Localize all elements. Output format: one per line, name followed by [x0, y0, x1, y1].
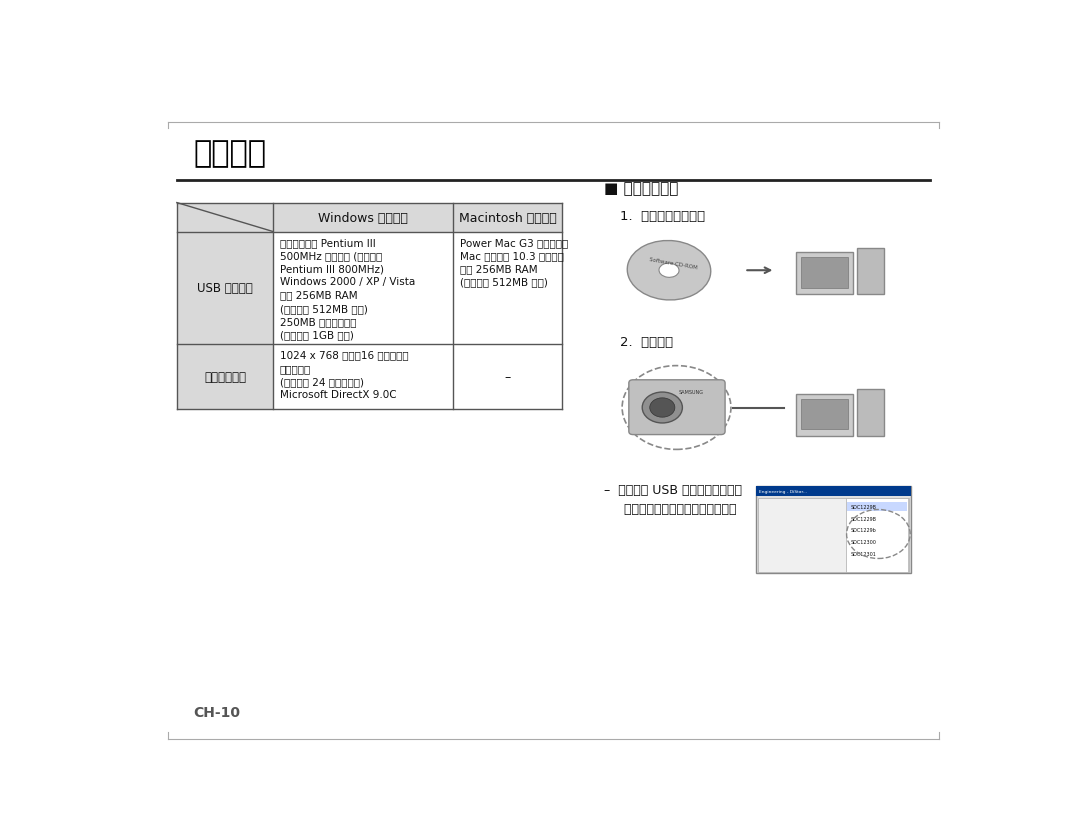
- Text: Software CD-ROM: Software CD-ROM: [649, 257, 698, 270]
- Text: SDC1229B: SDC1229B: [851, 505, 877, 510]
- Bar: [847, 538, 907, 547]
- Bar: [801, 258, 848, 288]
- Bar: [858, 390, 885, 436]
- Bar: [177, 232, 273, 345]
- Text: 下載影像: 下載影像: [193, 139, 267, 168]
- Bar: [858, 248, 885, 295]
- Bar: [796, 252, 853, 295]
- Text: 1.  安裝隨附的軟體。: 1. 安裝隨附的軟體。: [620, 210, 705, 222]
- Bar: [796, 395, 853, 436]
- Text: ■ 電腦連接模式: ■ 電腦連接模式: [604, 181, 678, 196]
- Bar: [847, 514, 907, 523]
- Text: SDC12301: SDC12301: [851, 551, 877, 556]
- Text: Power Mac G3 或更新版本
Mac 作業系統 10.3 或更高版
最小 256MB RAM
(建議採用 512MB 以上): Power Mac G3 或更新版本 Mac 作業系統 10.3 或更高版 最小…: [460, 237, 568, 287]
- Ellipse shape: [627, 242, 711, 301]
- Text: SDC12300: SDC12300: [851, 539, 877, 544]
- Bar: [177, 345, 273, 410]
- Text: 1024 x 768 畫素、16 位彩色顯示
相容顯示器
(建議採用 24 位彩色顯示)
Microsoft DirectX 9.0C: 1024 x 768 畫素、16 位彩色顯示 相容顯示器 (建議採用 24 位彩…: [280, 350, 408, 400]
- Bar: [846, 498, 908, 572]
- Bar: [454, 203, 562, 232]
- Text: SAMSUNG: SAMSUNG: [679, 390, 704, 395]
- Bar: [847, 526, 907, 535]
- Ellipse shape: [659, 264, 679, 278]
- Text: SDC1229B: SDC1229B: [851, 517, 877, 521]
- Bar: [454, 345, 562, 410]
- Text: SDC1229b: SDC1229b: [851, 528, 877, 533]
- Bar: [756, 487, 910, 497]
- Bar: [801, 400, 848, 430]
- Text: Macintosh 作業系統: Macintosh 作業系統: [459, 212, 556, 224]
- Text: –: –: [504, 370, 511, 384]
- Bar: [847, 549, 907, 558]
- Circle shape: [650, 399, 675, 418]
- Bar: [756, 487, 910, 573]
- Bar: [847, 502, 907, 512]
- Bar: [273, 203, 454, 232]
- FancyBboxPatch shape: [629, 380, 725, 435]
- Bar: [273, 345, 454, 410]
- Text: Engineering - DiStar...: Engineering - DiStar...: [758, 490, 807, 494]
- Text: CH-10: CH-10: [193, 706, 241, 720]
- Text: 腦，然後下載影像至電腦並儲存。: 腦，然後下載影像至電腦並儲存。: [604, 502, 737, 516]
- Text: USB 連接規格: USB 連接規格: [198, 282, 253, 295]
- Bar: [454, 232, 562, 345]
- Bar: [273, 232, 454, 345]
- Text: 2.  下載影像: 2. 下載影像: [620, 335, 674, 349]
- Bar: [177, 203, 273, 232]
- Text: Windows 作業系統: Windows 作業系統: [319, 212, 408, 224]
- Text: 軟體支援規格: 軟體支援規格: [204, 370, 246, 384]
- Text: 電腦處理器為 Pentium III
500MHz 以上版本 (建議採用
Pentium III 800MHz)
Windows 2000 / XP / Vis: 電腦處理器為 Pentium III 500MHz 以上版本 (建議採用 Pen…: [280, 237, 415, 339]
- Circle shape: [643, 393, 683, 424]
- Bar: [758, 498, 909, 572]
- Text: –  用隨附的 USB 纜線連接相機與電: – 用隨附的 USB 纜線連接相機與電: [604, 483, 742, 497]
